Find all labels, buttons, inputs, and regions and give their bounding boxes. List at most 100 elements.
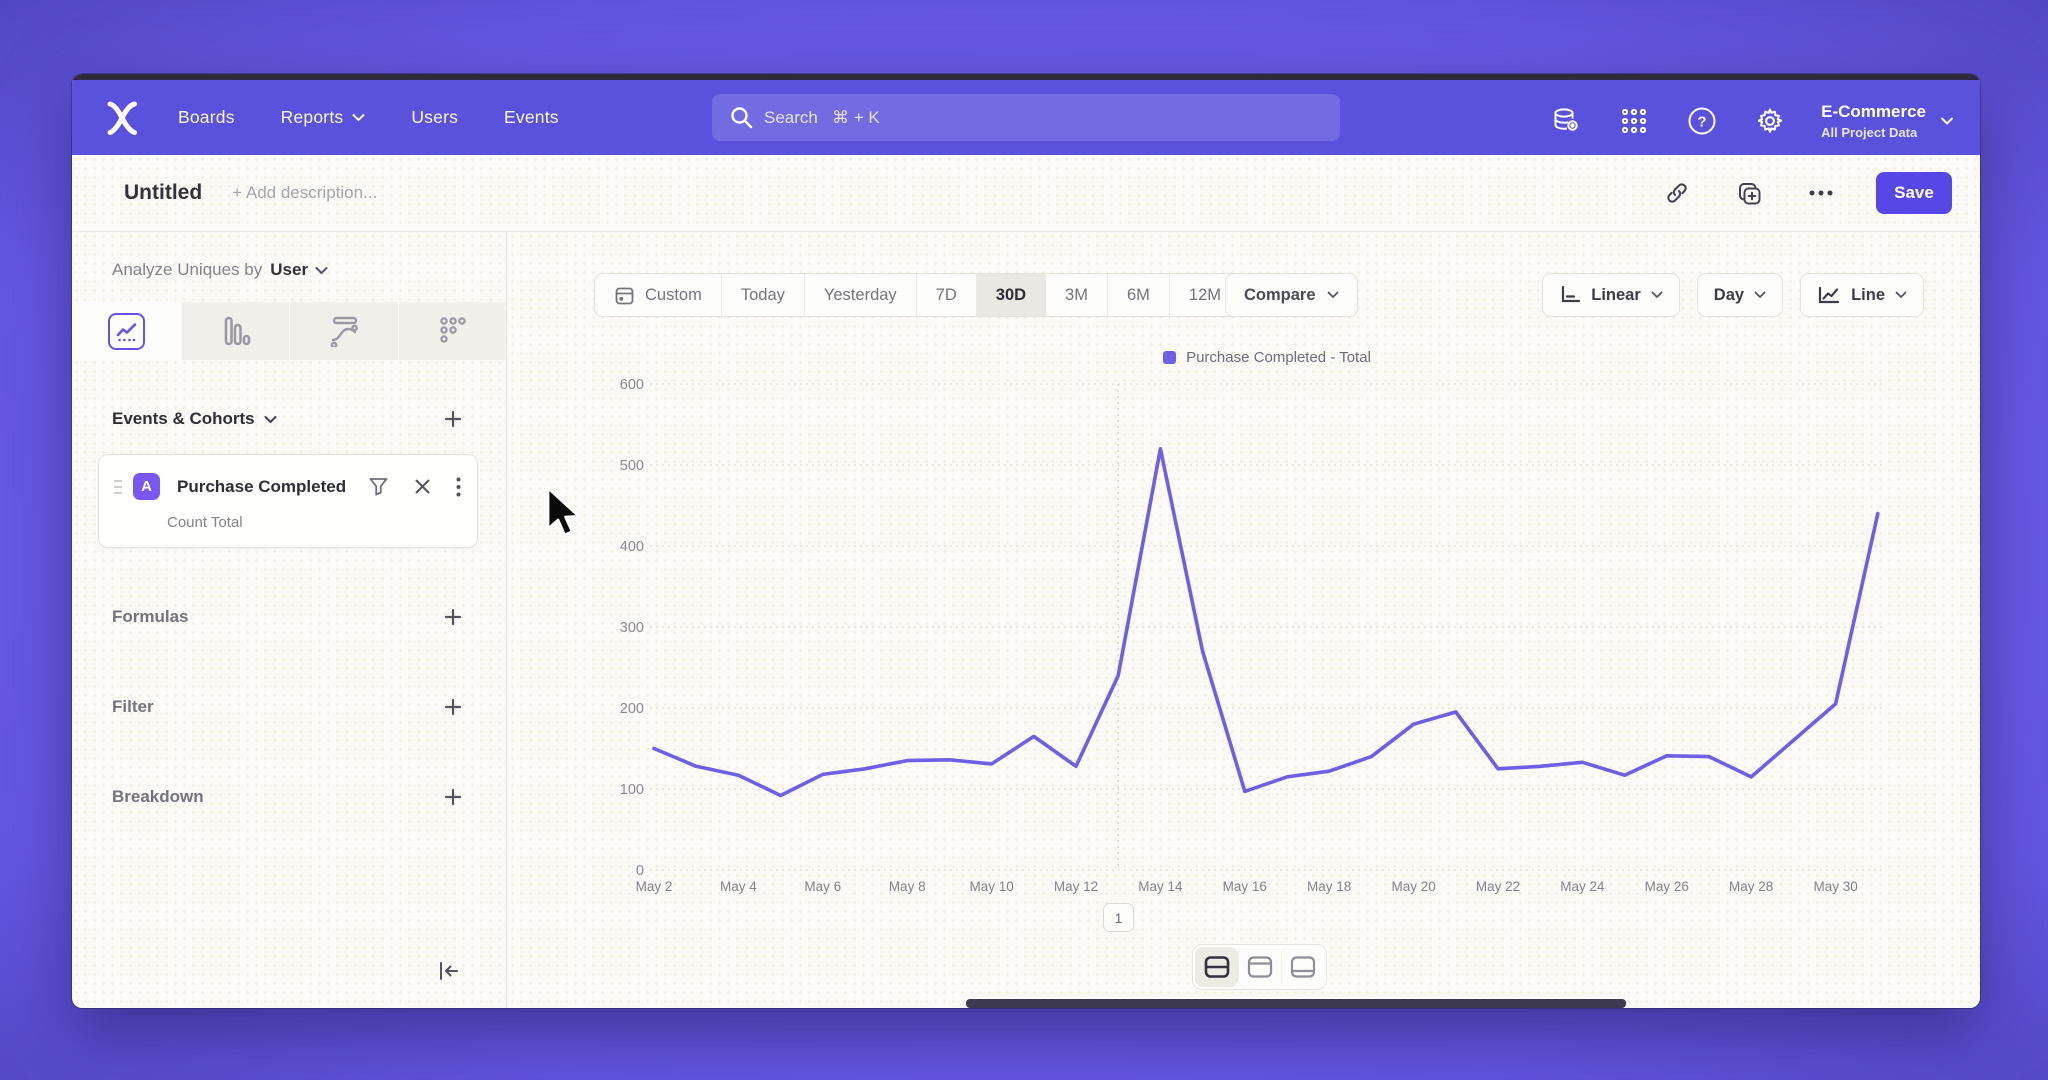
range-label: 6M [1126,285,1150,304]
add-breakdown-button[interactable] [440,784,466,810]
nav-item-boards[interactable]: Boards [178,107,235,128]
legend-label: Purchase Completed - Total [1186,349,1371,366]
kebab-menu-icon[interactable] [456,477,461,497]
bottom-panel-icon [1290,956,1316,978]
drag-handle-icon[interactable] [113,479,123,495]
add-formula-button[interactable] [440,604,466,630]
add-filter-button[interactable] [440,694,466,720]
retention-tab-icon [440,317,466,343]
search-bar [712,94,1340,141]
layout-split-horizontal-button[interactable] [1195,947,1238,987]
copy-link-icon[interactable] [1660,176,1694,210]
compare-button[interactable]: Compare [1225,273,1358,317]
top-nav: Boards Reports Users Events [72,80,1980,155]
split-horizontal-icon [1204,956,1229,978]
help-icon[interactable]: ? [1685,104,1719,138]
breakdown-label: Breakdown [112,787,204,806]
apps-grid-icon[interactable] [1617,104,1651,138]
breakdown-section: Breakdown [112,784,466,810]
plus-icon [444,698,462,716]
events-cohorts-toggle[interactable]: Events & Cohorts [112,409,277,429]
nav-item-label: Users [411,107,459,127]
event-measurement[interactable]: Count Total [167,514,243,531]
event-card-purchase-completed[interactable]: A Purchase Completed Count Total [98,454,478,548]
x-tick-label: May 2 [636,879,673,894]
project-name: E-Commerce [1821,101,1926,121]
bar-chart-tab-icon [224,316,251,346]
line-chart[interactable]: 0 100 200 300 400 500 600 May 2 May 4 May 6 May 8 M… [600,370,1900,910]
tab-insights-line[interactable] [72,302,181,360]
line-chart-tab-icon [107,312,145,350]
more-options-icon[interactable] [1804,176,1838,210]
app-window: Boards Reports Users Events [72,74,1980,1008]
range-yesterday[interactable]: Yesterday [803,274,916,316]
line-type-icon [1818,286,1840,304]
search-input[interactable] [712,94,1340,141]
chevron-down-icon [264,415,277,423]
data-management-icon[interactable] [1549,104,1583,138]
range-7d[interactable]: 7D [915,274,976,316]
annotation-marker[interactable]: 1 [1103,903,1134,932]
purchase-completed-series-line [652,447,1880,798]
chevron-down-icon [1941,117,1953,125]
y-tick-label: 200 [620,701,644,717]
svg-text:?: ? [1698,113,1707,130]
range-30d[interactable]: 30D [975,274,1046,316]
report-title[interactable]: Untitled [124,181,203,204]
project-subtitle: All Project Data [1821,124,1918,140]
range-today[interactable]: Today [720,274,804,316]
horizontal-scrollbar[interactable] [966,999,1626,1008]
collapse-sidebar-icon[interactable] [438,961,460,986]
chart-type-label: Line [1851,285,1885,304]
events-cohorts-label: Events & Cohorts [112,409,255,428]
compare-label: Compare [1244,285,1316,304]
formulas-label: Formulas [112,607,189,626]
x-tick-label: May 30 [1813,879,1857,894]
nav-item-users[interactable]: Users [411,107,458,128]
scale-dropdown[interactable]: Linear [1542,273,1680,317]
settings-gear-icon[interactable] [1753,104,1787,138]
filter-funnel-icon[interactable] [368,476,389,497]
duplicate-icon[interactable] [1732,176,1766,210]
range-6m[interactable]: 6M [1106,274,1169,316]
add-event-button[interactable] [440,406,466,432]
chart-legend: Purchase Completed - Total [654,349,1880,366]
x-tick-label: May 8 [889,879,926,894]
plus-icon [444,608,462,626]
event-name: Purchase Completed [177,476,347,496]
y-tick-label: 0 [636,863,644,879]
report-header: Untitled + Add description... Save [72,155,1980,232]
mixpanel-logo-icon[interactable] [100,96,144,140]
calendar-icon [615,287,634,304]
range-12m[interactable]: 12M [1168,274,1240,316]
project-switcher[interactable]: E-Commerce All Project Data [1821,102,1954,140]
nav-item-label: Reports [280,107,344,127]
nav-item-events[interactable]: Events [504,107,559,128]
range-custom[interactable]: Custom [595,274,721,316]
chart-type-dropdown[interactable]: Line [1800,273,1924,317]
nav-item-reports[interactable]: Reports [281,107,366,128]
add-description-field[interactable]: + Add description... [232,183,378,202]
range-3m[interactable]: 3M [1045,274,1107,316]
tab-retention[interactable] [397,302,506,360]
scale-label: Linear [1591,285,1641,304]
tab-flows[interactable] [289,302,398,360]
range-label: 3M [1065,285,1088,304]
y-tick-label: 600 [620,377,644,393]
interval-dropdown[interactable]: Day [1696,273,1784,317]
x-tick-label: May 28 [1729,879,1773,894]
x-tick-label: May 16 [1223,879,1267,894]
tab-bar-chart[interactable] [180,302,289,360]
save-button[interactable]: Save [1876,172,1952,214]
chevron-down-icon [352,114,365,122]
y-tick-label: 400 [620,539,644,555]
nav-items: Boards Reports Users Events [178,107,559,128]
remove-event-icon[interactable] [414,478,431,495]
header-actions: Save [1660,172,1952,214]
layout-top-panel-button[interactable] [1238,947,1281,987]
query-sidebar: Analyze Uniques by User [72,232,507,1008]
layout-bottom-panel-button[interactable] [1281,947,1324,987]
analyze-by-dropdown[interactable]: User [270,260,328,280]
nav-item-label: Boards [178,107,235,127]
x-tick-label: May 12 [1054,879,1098,894]
